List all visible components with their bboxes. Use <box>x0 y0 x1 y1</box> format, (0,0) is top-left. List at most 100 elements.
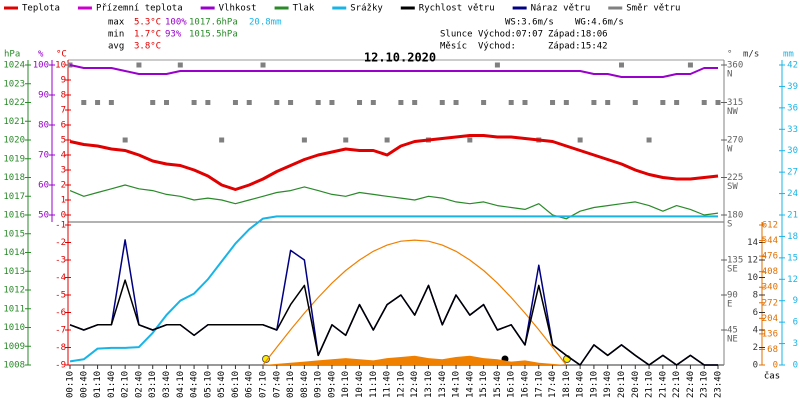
y-tick-label: 90 <box>38 91 49 101</box>
y-tick-label: 21 <box>787 211 798 221</box>
direction-square <box>246 100 252 105</box>
compass-label: NE <box>727 335 738 345</box>
info-text: WG:4.6m/s <box>575 18 624 28</box>
y-tick-label: 1010 <box>3 323 25 333</box>
y-tick-label: 1014 <box>3 248 25 258</box>
direction-square <box>301 137 307 143</box>
x-tick-label: 19:40 <box>603 371 613 398</box>
series-line <box>69 134 719 191</box>
x-tick-label: 01:40 <box>107 371 117 398</box>
direction-square <box>177 62 183 68</box>
direction-square <box>522 100 528 105</box>
y-tick-label: 9 <box>793 296 798 306</box>
series-line <box>262 239 567 366</box>
legend-label: Tlak <box>293 4 315 14</box>
y-tick-label: -1 <box>55 221 66 231</box>
y-tick-label: 5 <box>61 136 66 146</box>
x-tick-label: 22:10 <box>672 371 682 398</box>
x-tick-label: 02:40 <box>134 371 144 398</box>
y-tick-label: 225 <box>727 173 743 183</box>
direction-square <box>205 100 211 105</box>
series-line <box>69 215 718 363</box>
x-tick-label: 18:10 <box>562 371 572 398</box>
axis-unit: ° <box>727 50 732 60</box>
series-line <box>69 279 718 366</box>
chart-title: 12.10.2020 <box>364 51 436 65</box>
y-tick-label: 1 <box>61 196 66 206</box>
y-tick-label: 36 <box>787 103 798 113</box>
x-tick-label: 19:10 <box>589 371 599 398</box>
y-tick-label: 0 <box>793 361 798 371</box>
y-tick-label: 3 <box>793 339 798 349</box>
x-tick-label: 00:40 <box>79 371 89 398</box>
y-tick-label: 70 <box>38 151 49 161</box>
y-tick-label: 6 <box>753 308 758 318</box>
y-tick-label: -9 <box>55 361 66 371</box>
stat-value: 100% <box>165 18 187 28</box>
stat-value: 20.8mm <box>249 18 282 28</box>
x-tick-label: 03:10 <box>148 371 158 398</box>
y-tick-label: -8 <box>55 343 66 353</box>
x-tick-label: 12:10 <box>396 371 406 398</box>
direction-square <box>315 100 321 105</box>
direction-square <box>453 100 459 105</box>
direction-square <box>108 100 114 105</box>
direction-square <box>591 100 597 105</box>
y-tick-label: 1019 <box>3 154 25 164</box>
y-tick-label: 10 <box>747 273 758 283</box>
x-tick-label: 08:10 <box>286 371 296 398</box>
y-tick-label: 270 <box>727 136 743 146</box>
info-text: Východ: <box>478 42 516 52</box>
y-tick-label: 180 <box>727 211 743 221</box>
x-tick-label: 10:40 <box>355 371 365 398</box>
x-tick-label: 16:40 <box>520 371 530 398</box>
direction-square <box>687 62 693 68</box>
y-tick-label: 30 <box>787 146 798 156</box>
compass-label: S <box>727 220 732 230</box>
direction-square <box>550 100 556 105</box>
stat-label: min <box>108 30 124 40</box>
direction-square <box>164 100 170 105</box>
x-tick-label: 21:40 <box>658 371 668 398</box>
stat-value: 93% <box>165 30 182 40</box>
direction-square <box>81 100 87 105</box>
compass-label: W <box>727 145 733 155</box>
y-tick-label: 4 <box>61 151 66 161</box>
x-tick-label: 00:10 <box>66 371 76 398</box>
info-text: Západ:18:06 <box>548 30 608 40</box>
x-tick-label: 15:40 <box>493 371 503 398</box>
y-tick-label: 60 <box>38 181 49 191</box>
y-tick-label: 1017 <box>3 192 25 202</box>
y-tick-label: 8 <box>61 91 66 101</box>
direction-square <box>494 62 500 68</box>
direction-square <box>632 100 638 105</box>
x-tick-label: 08:40 <box>300 371 310 398</box>
legend-label: Rychlost větru <box>419 4 495 14</box>
x-tick-label: 05:40 <box>217 371 227 398</box>
direction-square <box>605 100 611 105</box>
y-tick-label: 18 <box>787 232 798 242</box>
direction-square <box>618 62 624 68</box>
direction-square <box>384 137 390 143</box>
x-tick-label: 04:10 <box>176 371 186 398</box>
y-tick-label: 50 <box>38 211 49 221</box>
x-tick-label: 23:40 <box>714 371 724 398</box>
y-tick-label: 12 <box>747 256 758 266</box>
x-tick-label: 20:10 <box>617 371 627 398</box>
x-tick-label: 13:10 <box>424 371 434 398</box>
y-tick-label: 2 <box>753 343 758 353</box>
x-tick-label: 14:40 <box>465 371 475 398</box>
direction-square <box>95 100 101 105</box>
stat-value: 1.7°C <box>134 30 161 40</box>
direction-square <box>343 137 349 143</box>
legend-label: Náraz větru <box>531 4 591 14</box>
axis-unit: m/s <box>743 50 759 60</box>
x-tick-label: 20:40 <box>631 371 641 398</box>
legend-label: Teplota <box>22 4 60 14</box>
y-tick-label: 1009 <box>3 342 25 352</box>
stat-value: 1017.6hPa <box>189 18 238 28</box>
info-text: WS:3.6m/s <box>505 18 554 28</box>
y-tick-label: 80 <box>38 121 49 131</box>
direction-square <box>398 100 404 105</box>
y-tick-label: 1008 <box>3 361 25 371</box>
